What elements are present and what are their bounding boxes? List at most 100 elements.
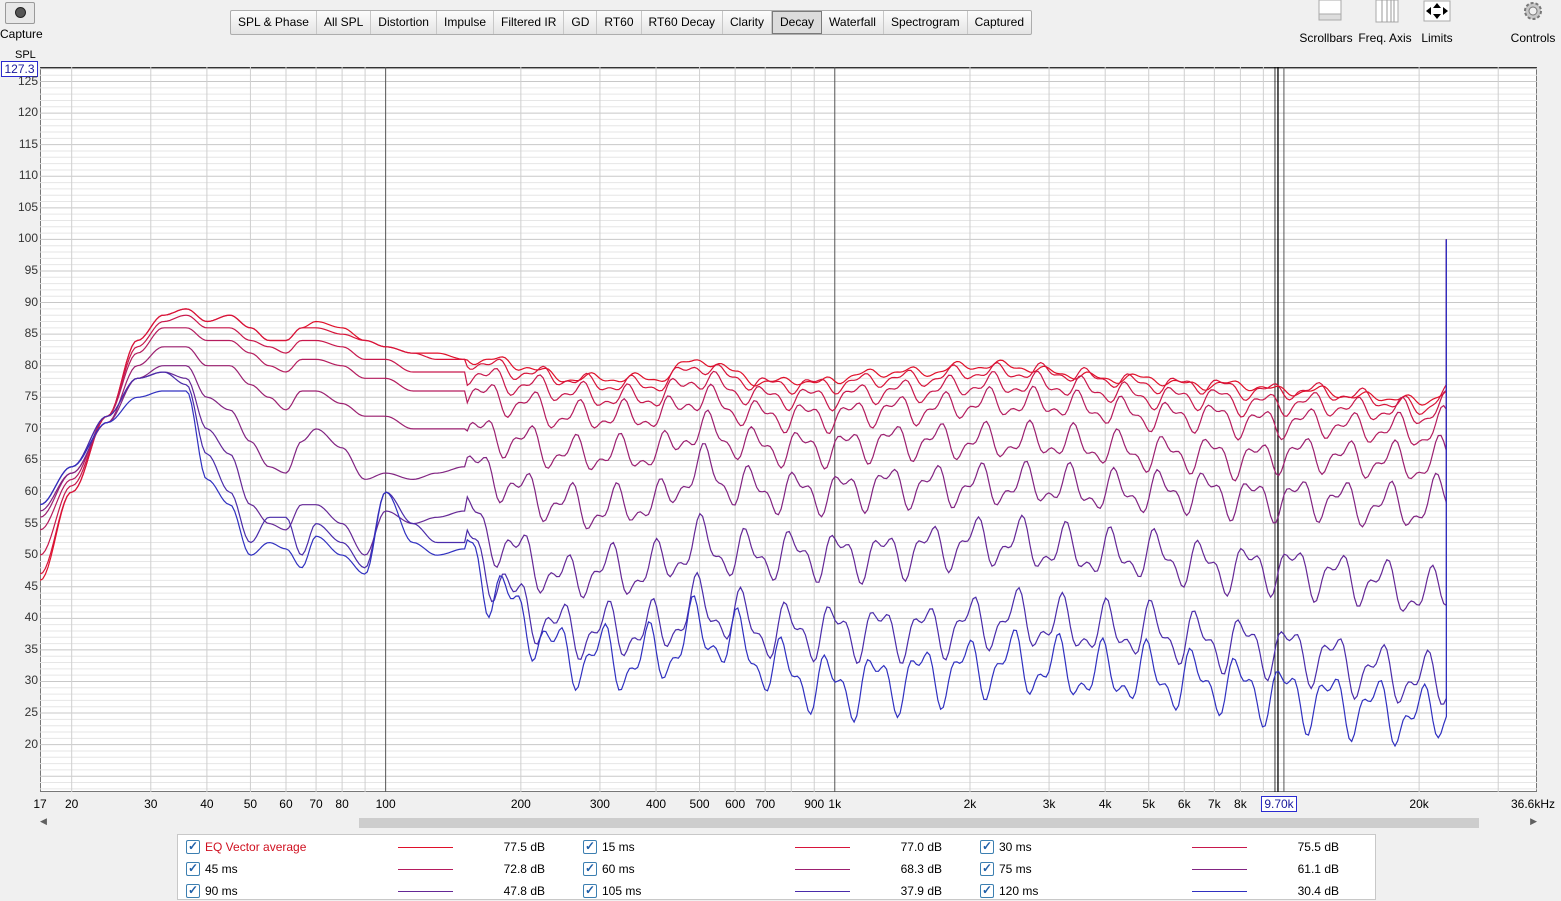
scrollbars-button[interactable]: Scrollbars xyxy=(1297,0,1355,45)
y-tick-label: 80 xyxy=(24,357,38,372)
gear-icon xyxy=(1524,2,1542,20)
series-value: 77.5 dB xyxy=(503,840,545,854)
x-tick-label: 3k xyxy=(1042,797,1056,811)
series-checkbox[interactable] xyxy=(186,839,200,854)
series-swatch xyxy=(795,891,850,892)
y-tick-label: 90 xyxy=(24,294,38,309)
y-tick-label: 115 xyxy=(18,136,38,151)
capture-label: Capture xyxy=(0,27,43,41)
tab-spectrogram[interactable]: Spectrogram xyxy=(884,11,968,34)
y-tick-label: 50 xyxy=(24,547,38,562)
series-checkbox[interactable] xyxy=(980,883,994,898)
freq-axis-button[interactable]: Freq. Axis xyxy=(1355,0,1415,45)
legend-item: 30 ms 75.5 dB xyxy=(972,837,1369,857)
tab-all-spl[interactable]: All SPL xyxy=(317,11,372,34)
freq-axis-label: Freq. Axis xyxy=(1358,31,1412,45)
legend-item: 75 ms 61.1 dB xyxy=(972,859,1369,879)
series-checkbox[interactable] xyxy=(583,861,597,876)
cursor-frequency-field[interactable]: 9.70k xyxy=(1261,796,1297,812)
series-value: 61.1 dB xyxy=(1297,862,1339,876)
series-value: 37.9 dB xyxy=(900,884,942,898)
tab-clarity[interactable]: Clarity xyxy=(723,11,773,34)
series-line-6 xyxy=(40,239,1447,530)
scrollbar-thumb[interactable] xyxy=(359,818,1479,828)
tab-spl-phase[interactable]: SPL & Phase xyxy=(231,11,317,34)
series-value: 77.0 dB xyxy=(900,840,942,854)
x-tick-label: 900 xyxy=(804,797,825,811)
y-tick-label: 95 xyxy=(24,262,38,277)
series-name: 75 ms xyxy=(999,862,1032,876)
x-tick-label: 80 xyxy=(335,797,349,811)
tab-rt60[interactable]: RT60 xyxy=(597,11,642,34)
x-tick-label: 5k xyxy=(1142,797,1156,811)
series-checkbox[interactable] xyxy=(186,861,200,876)
series-swatch xyxy=(795,869,850,870)
series-checkbox[interactable] xyxy=(980,861,994,876)
tab-rt60-decay[interactable]: RT60 Decay xyxy=(642,11,723,34)
y-tick-label: 25 xyxy=(24,705,38,720)
scroll-right-icon[interactable]: ▶ xyxy=(1530,816,1537,826)
x-tick-label: 400 xyxy=(646,797,667,811)
tab-gd[interactable]: GD xyxy=(564,11,598,34)
series-value: 72.8 dB xyxy=(503,862,545,876)
series-name: 90 ms xyxy=(205,884,238,898)
series-name: EQ Vector average xyxy=(205,840,307,854)
series-swatch xyxy=(795,847,850,848)
x-max-label: 36.6kHz xyxy=(1511,797,1556,811)
y-tick-label: 125 xyxy=(17,73,38,88)
series-swatch xyxy=(1192,891,1247,892)
x-tick-label: 6k xyxy=(1177,797,1191,811)
series-checkbox[interactable] xyxy=(186,883,200,898)
capture-button[interactable]: Capture xyxy=(0,0,43,44)
decay-chart[interactable] xyxy=(40,67,1537,792)
x-tick-label: 4k xyxy=(1098,797,1112,811)
series-swatch xyxy=(398,891,453,892)
y-tick-label: 20 xyxy=(24,736,38,751)
series-line-7 xyxy=(40,239,1447,613)
x-tick-label: 7k xyxy=(1208,797,1221,811)
x-tick-label: 17 xyxy=(33,797,47,811)
y-tick-label: 110 xyxy=(18,168,38,183)
series-value: 75.5 dB xyxy=(1297,840,1339,854)
y-tick-label: 100 xyxy=(17,231,38,246)
scroll-left-icon[interactable]: ◀ xyxy=(40,816,47,826)
tab-waterfall[interactable]: Waterfall xyxy=(822,11,884,34)
series-name: 45 ms xyxy=(205,862,238,876)
series-value: 30.4 dB xyxy=(1297,884,1339,898)
x-tick-label: 20k xyxy=(1409,797,1429,811)
tab-filtered-ir[interactable]: Filtered IR xyxy=(494,11,565,34)
tab-distortion[interactable]: Distortion xyxy=(371,11,437,34)
legend-item: 120 ms 30.4 dB xyxy=(972,881,1369,901)
series-line-5 xyxy=(40,239,1447,518)
y-tick-label: 70 xyxy=(24,420,38,435)
legend-item: 90 ms 47.8 dB xyxy=(178,881,575,901)
series-swatch xyxy=(1192,847,1247,848)
freq-axis-icon xyxy=(1375,0,1399,23)
series-name: 105 ms xyxy=(602,884,642,898)
series-checkbox[interactable] xyxy=(583,883,597,898)
x-tick-label: 1k xyxy=(828,797,842,811)
y-tick-label: 75 xyxy=(24,389,38,404)
y-max-field[interactable]: 127.3 xyxy=(1,61,38,77)
view-tabs: SPL & Phase All SPL Distortion Impulse F… xyxy=(230,10,1033,35)
series-line-2 xyxy=(40,239,1447,575)
limits-button[interactable]: Limits xyxy=(1415,0,1459,45)
scrollbars-label: Scrollbars xyxy=(1299,31,1353,45)
controls-button[interactable]: Controls xyxy=(1505,0,1561,45)
tab-impulse[interactable]: Impulse xyxy=(437,11,495,34)
tab-decay[interactable]: Decay xyxy=(772,11,823,34)
series-checkbox[interactable] xyxy=(980,839,994,854)
x-tick-label: 700 xyxy=(755,797,776,811)
horizontal-scrollbar[interactable]: ◀ ▶ xyxy=(40,816,1537,830)
y-tick-label: 120 xyxy=(17,105,38,120)
tab-captured[interactable]: Captured xyxy=(974,15,1025,29)
series-line-4 xyxy=(40,239,1447,531)
series-checkbox[interactable] xyxy=(583,839,597,854)
y-tick-label: 30 xyxy=(24,673,38,688)
x-tick-label: 600 xyxy=(725,797,746,811)
scrollbars-icon xyxy=(1318,0,1342,21)
series-line-3 xyxy=(40,239,1447,556)
series-name: 120 ms xyxy=(999,884,1039,898)
y-tick-label: 55 xyxy=(24,515,38,530)
y-tick-label: 65 xyxy=(24,452,38,467)
